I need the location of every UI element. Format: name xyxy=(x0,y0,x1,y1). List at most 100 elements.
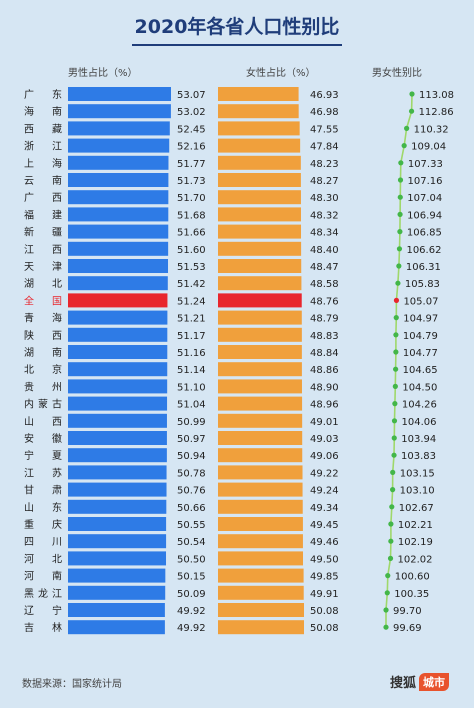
ratio-value-label: 103.15 xyxy=(400,468,435,479)
ratio-value-label: 99.69 xyxy=(393,623,422,634)
province-label: 山西 xyxy=(24,416,62,428)
female-value-label: 48.47 xyxy=(310,262,339,273)
male-bar xyxy=(68,465,167,480)
male-bar xyxy=(68,155,169,170)
ratio-point xyxy=(393,349,399,355)
female-bar xyxy=(218,241,302,256)
female-value-label: 49.50 xyxy=(310,554,339,565)
ratio-point xyxy=(391,435,397,441)
province-label: 安徽 xyxy=(24,432,62,445)
ratio-value-label: 102.02 xyxy=(398,554,433,565)
ratio-value-label: 106.31 xyxy=(406,262,441,273)
ratio-point xyxy=(397,211,403,217)
ratio-value-label: 107.33 xyxy=(408,159,443,170)
female-bar xyxy=(218,413,303,428)
female-bar xyxy=(218,276,302,291)
male-value-label: 52.16 xyxy=(177,142,206,153)
ratio-value-label: 103.94 xyxy=(401,434,436,445)
province-label: 北京 xyxy=(24,363,62,376)
province-label: 重庆 xyxy=(24,518,62,531)
province-label: 山东 xyxy=(24,501,62,514)
male-bar xyxy=(68,173,169,187)
female-value-label: 49.22 xyxy=(310,468,339,479)
ratio-point xyxy=(393,332,399,338)
ratio-value-label: 104.65 xyxy=(403,365,438,376)
ratio-value-label: 106.94 xyxy=(407,210,442,221)
ratio-value-label: 109.04 xyxy=(411,142,446,153)
province-label: 黑龙江 xyxy=(24,587,62,600)
female-bar xyxy=(218,259,302,273)
ratio-point xyxy=(391,418,398,424)
male-bar xyxy=(68,121,170,136)
female-bar xyxy=(218,362,302,377)
male-value-label: 51.10 xyxy=(177,382,206,393)
female-value-label: 49.91 xyxy=(310,589,339,600)
male-bar xyxy=(68,551,167,566)
ratio-point xyxy=(385,573,391,579)
ratio-point xyxy=(396,263,402,269)
province-label: 湖南 xyxy=(24,346,62,359)
ratio-value-label: 104.06 xyxy=(401,417,436,428)
male-value-label: 53.07 xyxy=(177,90,206,101)
female-bar xyxy=(218,603,304,617)
female-value-label: 48.84 xyxy=(310,348,339,359)
province-label: 青海 xyxy=(24,312,62,325)
female-value-label: 49.46 xyxy=(310,537,339,548)
female-bar xyxy=(218,534,303,549)
province-label: 甘肃 xyxy=(24,484,62,497)
male-bar xyxy=(68,276,168,291)
title-underline xyxy=(132,44,342,46)
female-bar xyxy=(218,585,304,600)
male-bar xyxy=(68,620,165,635)
male-value-label: 51.77 xyxy=(177,159,206,170)
ratio-value-label: 100.60 xyxy=(395,572,430,583)
ratio-value-label: 105.07 xyxy=(403,296,438,307)
female-value-label: 49.03 xyxy=(310,434,339,445)
ratio-value-label: 113.08 xyxy=(419,90,454,101)
ratio-line xyxy=(385,93,413,628)
male-bar xyxy=(68,293,168,308)
province-label: 西藏 xyxy=(24,123,62,135)
province-label: 全国 xyxy=(24,294,62,307)
ratio-value-label: 102.67 xyxy=(399,503,434,514)
province-label: 上海 xyxy=(24,157,62,170)
male-value-label: 53.02 xyxy=(177,107,206,118)
male-value-label: 50.55 xyxy=(177,520,206,531)
ratio-point xyxy=(392,383,398,389)
female-bar xyxy=(218,207,301,222)
female-bar xyxy=(218,396,303,411)
ratio-value-label: 104.26 xyxy=(402,400,437,411)
male-bar xyxy=(68,327,168,342)
female-bar xyxy=(218,190,301,205)
male-bar xyxy=(68,431,167,445)
ratio-point xyxy=(408,108,415,114)
ratio-point xyxy=(384,590,390,596)
ratio-point xyxy=(390,469,396,475)
male-bar xyxy=(68,499,167,514)
male-value-label: 51.14 xyxy=(177,365,206,376)
male-value-label: 51.68 xyxy=(177,210,206,221)
female-column-header: 女性占比（%） xyxy=(246,68,316,79)
province-label: 陕西 xyxy=(24,329,62,342)
male-bar xyxy=(68,87,171,101)
female-value-label: 46.98 xyxy=(310,107,339,118)
data-source: 数据来源：国家统计局 xyxy=(22,679,122,690)
male-value-label: 51.04 xyxy=(177,400,206,411)
ratio-point xyxy=(383,607,389,613)
chart-title: 2020年各省人口性别比 xyxy=(134,16,340,38)
female-value-label: 47.55 xyxy=(310,124,339,135)
male-bar xyxy=(68,482,167,497)
male-bar xyxy=(68,138,170,153)
male-value-label: 50.76 xyxy=(177,486,206,497)
female-bar xyxy=(218,517,303,531)
province-label: 浙江 xyxy=(24,141,62,153)
female-bar xyxy=(218,499,303,514)
province-label: 内蒙古 xyxy=(24,398,62,411)
ratio-point xyxy=(395,280,401,286)
ratio-point xyxy=(391,452,397,458)
male-bar xyxy=(68,190,169,205)
ratio-value-label: 107.16 xyxy=(408,176,443,187)
female-value-label: 48.90 xyxy=(310,382,339,393)
ratio-value-label: 107.04 xyxy=(407,193,442,204)
male-value-label: 50.94 xyxy=(177,451,206,462)
